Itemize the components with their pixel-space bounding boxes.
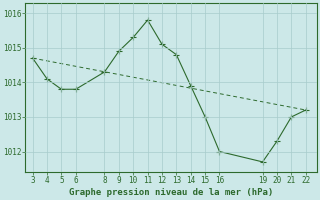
X-axis label: Graphe pression niveau de la mer (hPa): Graphe pression niveau de la mer (hPa) (69, 188, 274, 197)
